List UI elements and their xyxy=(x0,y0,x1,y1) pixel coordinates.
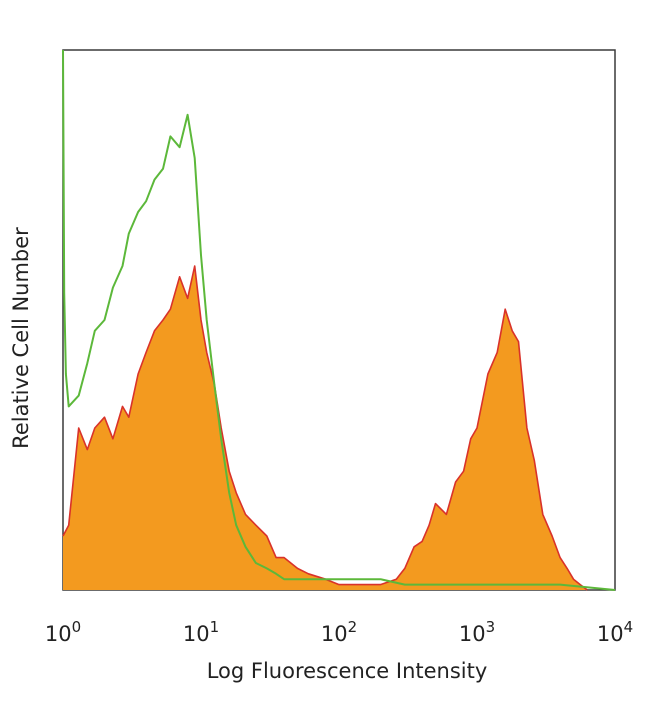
x-axis-title: Log Fluorescence Intensity xyxy=(207,659,488,683)
series-2-line xyxy=(62,49,616,591)
x-tick-label: 103 xyxy=(459,618,495,646)
x-tick-label: 102 xyxy=(321,618,357,646)
x-tick-label: 100 xyxy=(45,618,81,646)
series-layer xyxy=(62,49,616,591)
series-1-area xyxy=(63,266,588,590)
series-1-edge xyxy=(62,265,588,591)
y-axis-title: Relative Cell Number xyxy=(9,227,33,449)
x-tick-labels: 100 101 102 103 104 xyxy=(45,618,633,646)
x-tick-label: 104 xyxy=(597,618,633,646)
x-tick-label: 101 xyxy=(183,618,219,646)
